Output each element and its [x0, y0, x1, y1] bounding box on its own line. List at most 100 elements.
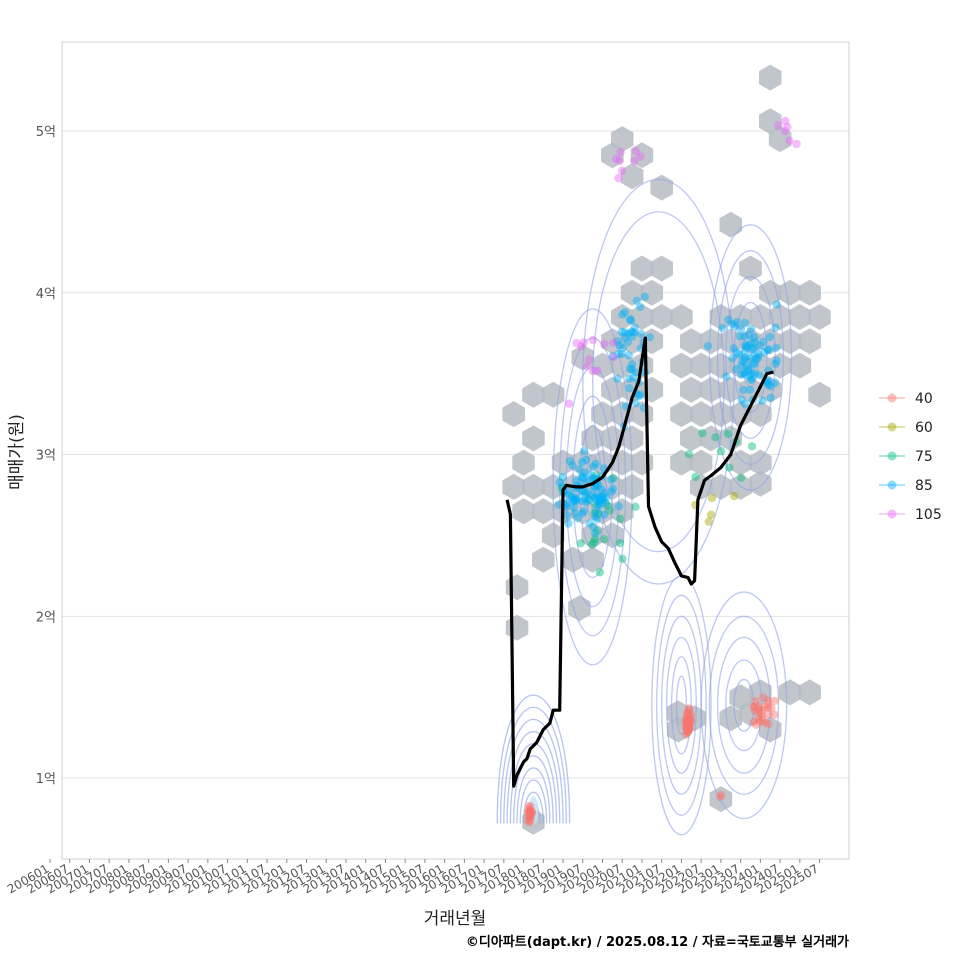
scatter-point-85: [580, 494, 589, 503]
scatter-point-40: [684, 717, 694, 726]
scatter-point-40: [524, 812, 534, 822]
scatter-point-85: [752, 354, 761, 364]
scatter-point-85: [613, 337, 622, 346]
scatter-point-85: [554, 500, 563, 509]
scatter-point-40: [684, 725, 694, 734]
hexbin-cell: [759, 108, 782, 135]
scatter-point-85: [742, 342, 751, 352]
hexbin-cell: [581, 546, 604, 573]
scatter-point-40: [683, 718, 693, 728]
density-contour-fill: [528, 796, 539, 825]
scatter-point-85: [570, 508, 580, 518]
scatter-point-85: [594, 481, 603, 491]
scatter-point-75: [587, 540, 596, 549]
hexbin-cell: [591, 498, 614, 525]
scatter-point-40: [681, 722, 690, 731]
scatter-point-85: [730, 322, 740, 331]
legend: 40 60 75 85 105: [879, 391, 942, 523]
scatter-point-85: [759, 337, 768, 346]
scatter-point-85: [592, 492, 601, 501]
scatter-point-85: [618, 310, 627, 319]
hexbin-cell: [778, 679, 802, 706]
scatter-point-85: [578, 472, 588, 481]
scatter-point-40: [686, 718, 695, 727]
scatter-point-75: [737, 473, 746, 483]
scatter-point-40: [684, 711, 693, 720]
scatter-point-40: [684, 705, 694, 714]
scatter-point-85: [597, 485, 606, 494]
density-contour: [499, 706, 567, 824]
scatter-point-85: [745, 385, 755, 395]
scatter-point-85: [624, 329, 633, 338]
hexbin-cell: [571, 498, 594, 525]
hexbin-cell: [729, 684, 752, 711]
scatter-point-85: [598, 495, 607, 504]
scatter-point-85: [728, 354, 737, 363]
scatter-point-75: [594, 509, 603, 519]
scatter-point-85: [608, 484, 617, 493]
scatter-point-105: [631, 147, 641, 156]
scatter-point-40: [763, 696, 773, 705]
hexbin-cell: [759, 279, 782, 306]
scatter-point-85: [585, 495, 594, 505]
scatter-point-85: [567, 492, 577, 501]
hexbin-cell: [808, 304, 831, 330]
scatter-point-40: [525, 805, 534, 814]
scatter-point-40: [683, 717, 692, 726]
scatter-point-40: [764, 720, 773, 729]
scatter-point-105: [630, 157, 639, 166]
scatter-point-85: [600, 488, 609, 498]
scatter-point-40: [683, 720, 692, 729]
scatter-point-40: [525, 801, 534, 810]
hexbin-cell: [611, 498, 634, 525]
density-contour: [519, 779, 548, 824]
scatter-point-85: [587, 491, 596, 500]
hexbin-cell: [670, 352, 693, 379]
hexbin-cell: [749, 679, 772, 706]
scatter-point-40: [524, 809, 534, 818]
scatter-point-85: [745, 371, 754, 381]
scatter-point-85: [771, 359, 780, 369]
scatter-point-105: [593, 366, 602, 375]
hexbin-cell: [680, 376, 703, 403]
density-contour: [725, 275, 776, 440]
scatter-point-85: [740, 318, 750, 327]
scatter-point-40: [525, 806, 534, 815]
scatter-point-40: [683, 728, 692, 737]
density-contour: [559, 337, 627, 637]
hexbin-cell: [798, 279, 821, 306]
scatter-point-85: [744, 366, 753, 376]
scatter-point-85: [632, 296, 641, 305]
scatter-point-85: [737, 370, 746, 379]
scatter-point-40: [684, 717, 693, 727]
hexbin-cell: [601, 376, 624, 403]
scatter-point-40: [763, 699, 772, 709]
density-contour: [716, 250, 785, 465]
scatter-point-85: [772, 356, 781, 365]
scatter-point-40: [684, 725, 694, 734]
hexbin-cell: [512, 449, 535, 476]
scatter-point-85: [625, 315, 635, 324]
scatter-point-105: [577, 342, 586, 351]
scatter-point-40: [754, 714, 763, 724]
scatter-point-40: [524, 816, 533, 825]
scatter-point-85: [599, 494, 608, 503]
scatter-point-85: [579, 507, 588, 516]
hexbin-cell: [689, 401, 713, 428]
scatter-point-85: [748, 345, 757, 354]
scatter-point-85: [739, 385, 748, 395]
scatter-point-40: [524, 817, 534, 827]
scatter-point-40: [758, 715, 767, 724]
hexbin-cell: [729, 449, 752, 476]
scatter-point-105: [781, 116, 790, 126]
scatter-point-40: [683, 720, 692, 730]
scatter-point-85: [595, 495, 605, 504]
scatter-point-85: [591, 512, 600, 521]
scatter-point-85: [755, 341, 764, 351]
scatter-point-40: [526, 808, 535, 817]
scatter-point-105: [609, 352, 618, 362]
legend-label: 105: [915, 507, 942, 523]
scatter-point-75: [725, 463, 734, 472]
